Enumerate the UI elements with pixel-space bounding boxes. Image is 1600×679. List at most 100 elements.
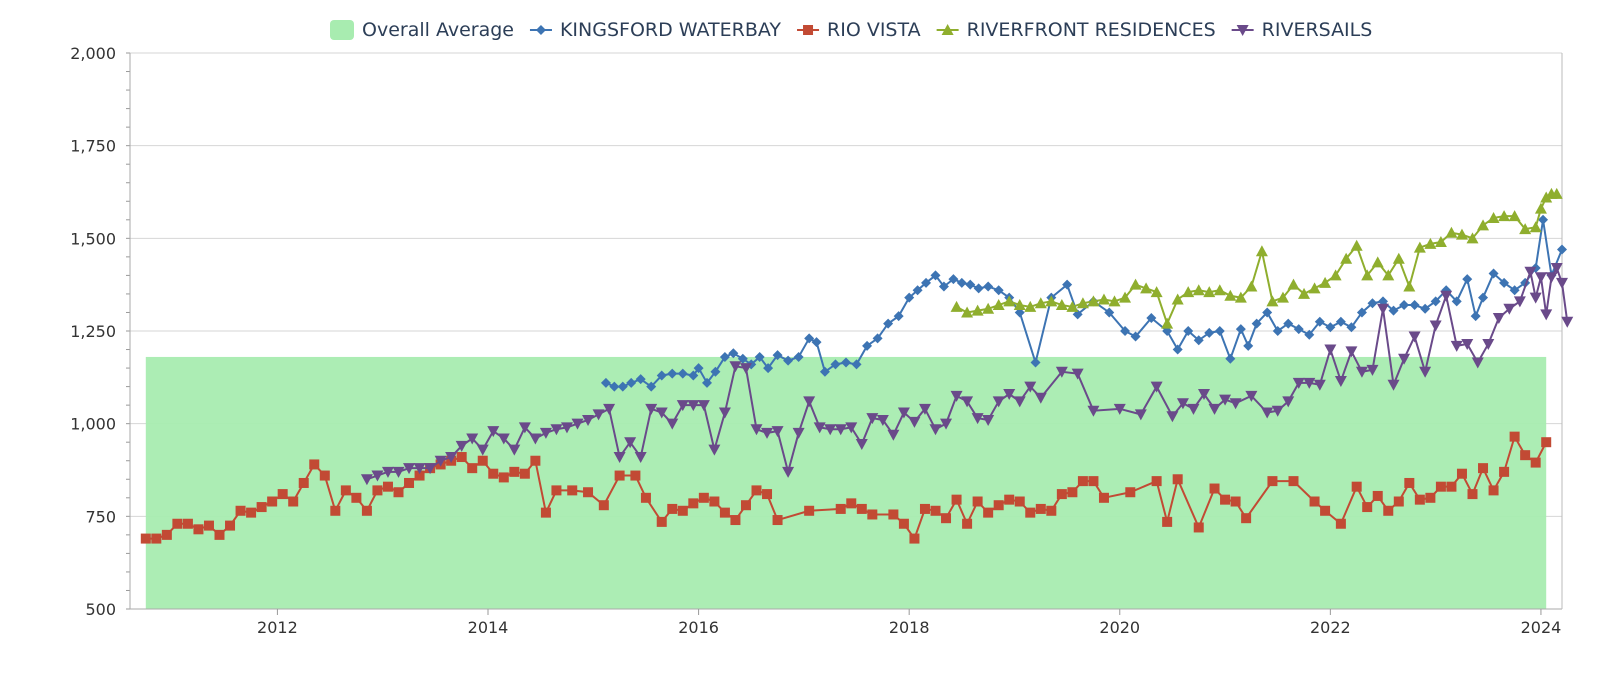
- data-point: [1340, 252, 1353, 264]
- data-point: [640, 492, 651, 503]
- series-riverfront-residences: [950, 187, 1563, 329]
- data-point: [919, 503, 930, 514]
- data-point: [613, 452, 626, 464]
- data-point: [1419, 366, 1432, 378]
- data-point: [1545, 272, 1558, 284]
- data-point: [1414, 494, 1425, 505]
- data-point: [961, 396, 974, 408]
- data-point: [1236, 25, 1249, 36]
- data-point: [993, 285, 1004, 296]
- data-point: [845, 422, 858, 434]
- data-point: [1470, 311, 1481, 322]
- data-point: [235, 505, 246, 516]
- data-point: [404, 477, 415, 488]
- data-point: [973, 283, 984, 294]
- data-point: [1245, 280, 1258, 292]
- data-point: [1498, 210, 1511, 222]
- data-point: [1283, 318, 1294, 329]
- data-point: [1113, 403, 1126, 415]
- data-point: [509, 466, 520, 477]
- data-point: [930, 505, 941, 516]
- data-point: [1534, 202, 1547, 214]
- data-point: [993, 500, 1004, 511]
- data-point: [1034, 392, 1047, 404]
- data-point: [1550, 187, 1563, 199]
- data-point: [930, 270, 941, 281]
- data-point: [1350, 239, 1363, 251]
- data-point: [1477, 219, 1490, 231]
- data-point: [761, 427, 774, 439]
- data-point: [718, 407, 731, 419]
- data-point: [1387, 379, 1400, 391]
- data-point: [1467, 489, 1478, 500]
- data-point: [1292, 377, 1305, 389]
- data-point: [941, 513, 952, 524]
- data-point: [971, 304, 984, 316]
- data-point: [719, 507, 730, 518]
- data-point: [1104, 307, 1115, 318]
- data-point: [1234, 291, 1247, 303]
- data-point: [424, 463, 437, 475]
- data-point: [1462, 274, 1473, 285]
- data-point: [830, 359, 841, 370]
- data-point: [1166, 411, 1179, 423]
- data-point: [617, 381, 628, 392]
- data-point: [1324, 344, 1337, 356]
- data-point: [592, 409, 605, 421]
- data-point: [1055, 366, 1068, 378]
- data-point: [330, 505, 341, 516]
- data-point: [1077, 476, 1088, 487]
- data-point: [898, 518, 909, 529]
- data-point: [687, 400, 700, 412]
- data-point: [1146, 313, 1157, 324]
- data-point: [1445, 226, 1458, 238]
- data-point: [956, 277, 967, 288]
- data-point: [792, 427, 805, 439]
- data-point: [804, 333, 815, 344]
- data-point: [519, 468, 530, 479]
- data-point: [851, 359, 862, 370]
- data-point: [455, 440, 468, 452]
- y-tick-label: 1,750: [70, 137, 116, 156]
- data-point: [1267, 476, 1278, 487]
- data-point: [1355, 366, 1368, 378]
- data-point: [1471, 357, 1484, 369]
- data-point: [600, 377, 611, 388]
- data-point: [771, 426, 784, 438]
- x-tick-label: 2020: [1099, 618, 1140, 637]
- data-point: [763, 363, 774, 374]
- data-point: [1425, 492, 1436, 503]
- data-point: [1046, 505, 1057, 516]
- data-point: [772, 350, 783, 361]
- data-point: [709, 496, 720, 507]
- data-point: [1478, 292, 1489, 303]
- legend-label: RIVERSAILS: [1262, 19, 1373, 41]
- data-point: [1225, 353, 1236, 364]
- data-point: [921, 277, 932, 288]
- data-point: [1176, 398, 1189, 410]
- data-point: [813, 422, 826, 434]
- data-point: [1035, 503, 1046, 514]
- data-point: [445, 452, 458, 464]
- data-point: [1229, 398, 1242, 410]
- data-point: [1435, 481, 1446, 492]
- data-point: [1224, 289, 1237, 301]
- series-line: [366, 265, 1569, 481]
- data-point: [940, 418, 953, 430]
- data-point: [740, 500, 751, 511]
- data-point: [1003, 295, 1016, 307]
- data-point: [1561, 316, 1574, 328]
- data-point: [246, 507, 257, 518]
- data-point: [897, 407, 910, 419]
- data-point: [1392, 252, 1405, 264]
- data-point: [693, 363, 704, 374]
- data-point: [1434, 236, 1447, 248]
- data-point: [1550, 262, 1563, 274]
- data-point: [498, 472, 509, 483]
- data-point: [1456, 468, 1467, 479]
- data-point: [1098, 492, 1109, 503]
- legend-label: KINGSFORD WATERBAY: [560, 19, 781, 41]
- data-point: [203, 520, 214, 531]
- data-point: [214, 529, 225, 540]
- data-point: [1492, 313, 1505, 325]
